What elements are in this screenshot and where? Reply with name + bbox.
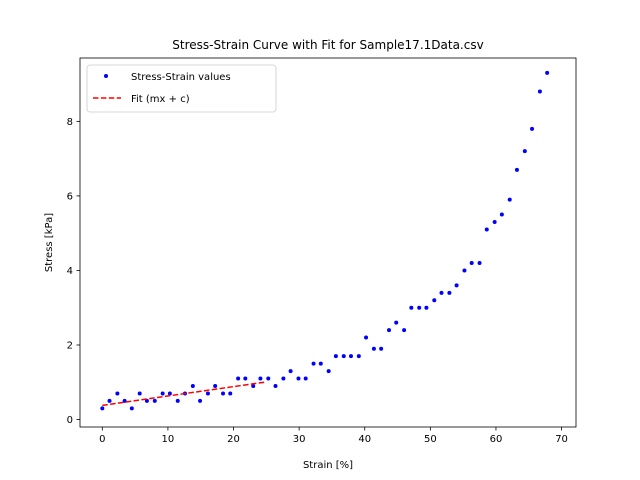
data-point [387, 328, 392, 333]
data-point [129, 406, 134, 411]
data-point [100, 406, 105, 411]
y-axis-ticks: 0 2 4 6 8 [67, 117, 80, 426]
data-point [499, 212, 504, 217]
data-point [545, 70, 550, 75]
data-point [190, 384, 195, 388]
x-tick-label: 40 [358, 434, 371, 445]
x-tick-label: 70 [555, 434, 568, 445]
data-point [326, 369, 331, 374]
data-point [484, 227, 489, 232]
data-point [333, 354, 338, 359]
x-tick-label: 60 [490, 434, 503, 445]
data-point [205, 391, 210, 396]
data-point [409, 305, 414, 310]
data-point [348, 354, 353, 359]
data-point [417, 305, 422, 310]
data-point [371, 346, 376, 351]
data-point [514, 167, 519, 172]
data-point [394, 320, 399, 325]
data-point [137, 391, 142, 396]
data-point [447, 290, 452, 295]
y-tick-label: 8 [67, 117, 73, 128]
legend-label-scatter: Stress-Strain values [131, 72, 231, 83]
data-point [160, 391, 165, 396]
data-point [167, 391, 172, 396]
plot-area [100, 70, 550, 411]
x-tick-label: 0 [99, 434, 105, 445]
data-point [530, 126, 535, 131]
data-point [462, 268, 467, 273]
fit-line [102, 381, 267, 407]
x-tick-label: 30 [293, 434, 306, 445]
data-point [537, 89, 542, 94]
data-point [364, 335, 369, 340]
legend-box [86, 64, 277, 113]
data-point [281, 376, 286, 381]
data-point [236, 376, 241, 381]
data-point [507, 197, 512, 202]
plot-frame [79, 57, 577, 428]
data-point [379, 346, 384, 351]
x-axis-ticks: 0 10 20 30 40 50 60 70 [99, 427, 568, 445]
data-point [213, 384, 218, 388]
data-point [288, 369, 293, 374]
data-point [175, 398, 180, 403]
data-point [258, 376, 263, 381]
data-point [122, 398, 127, 403]
data-point [107, 398, 112, 403]
data-point [356, 354, 361, 359]
data-point [424, 305, 429, 310]
legend-marker-scatter [104, 74, 108, 78]
data-point [251, 384, 256, 388]
y-tick-label: 6 [67, 191, 73, 202]
data-point [228, 391, 233, 396]
x-axis-label: Strain [%] [303, 460, 353, 471]
chart-title: Stress-Strain Curve with Fit for Sample1… [172, 38, 483, 52]
x-tick-label: 20 [227, 434, 240, 445]
data-point [432, 298, 437, 303]
data-point [311, 361, 316, 366]
data-point [492, 220, 497, 224]
y-tick-label: 2 [67, 341, 73, 352]
data-point [296, 376, 301, 381]
data-point [454, 283, 459, 288]
data-point [152, 398, 157, 403]
data-point [198, 398, 203, 403]
data-point [469, 261, 474, 265]
y-tick-label: 4 [67, 266, 73, 277]
data-point [273, 384, 278, 388]
data-point [341, 354, 346, 359]
data-point [303, 376, 308, 381]
data-point [243, 376, 248, 381]
data-point [522, 149, 527, 154]
x-tick-label: 50 [424, 434, 437, 445]
data-point [477, 261, 482, 265]
data-point [115, 391, 120, 396]
data-point [318, 361, 323, 366]
data-point [439, 290, 444, 295]
y-tick-label: 0 [67, 415, 73, 426]
x-tick-label: 10 [162, 434, 175, 445]
data-point [144, 398, 149, 403]
data-point [402, 328, 407, 333]
data-point [266, 376, 271, 381]
legend: Stress-Strain values Fit (mx + c) [86, 64, 277, 113]
y-axis-label: Stress [kPa] [44, 213, 55, 272]
data-point [221, 391, 226, 396]
legend-label-fit: Fit (mx + c) [131, 94, 190, 105]
